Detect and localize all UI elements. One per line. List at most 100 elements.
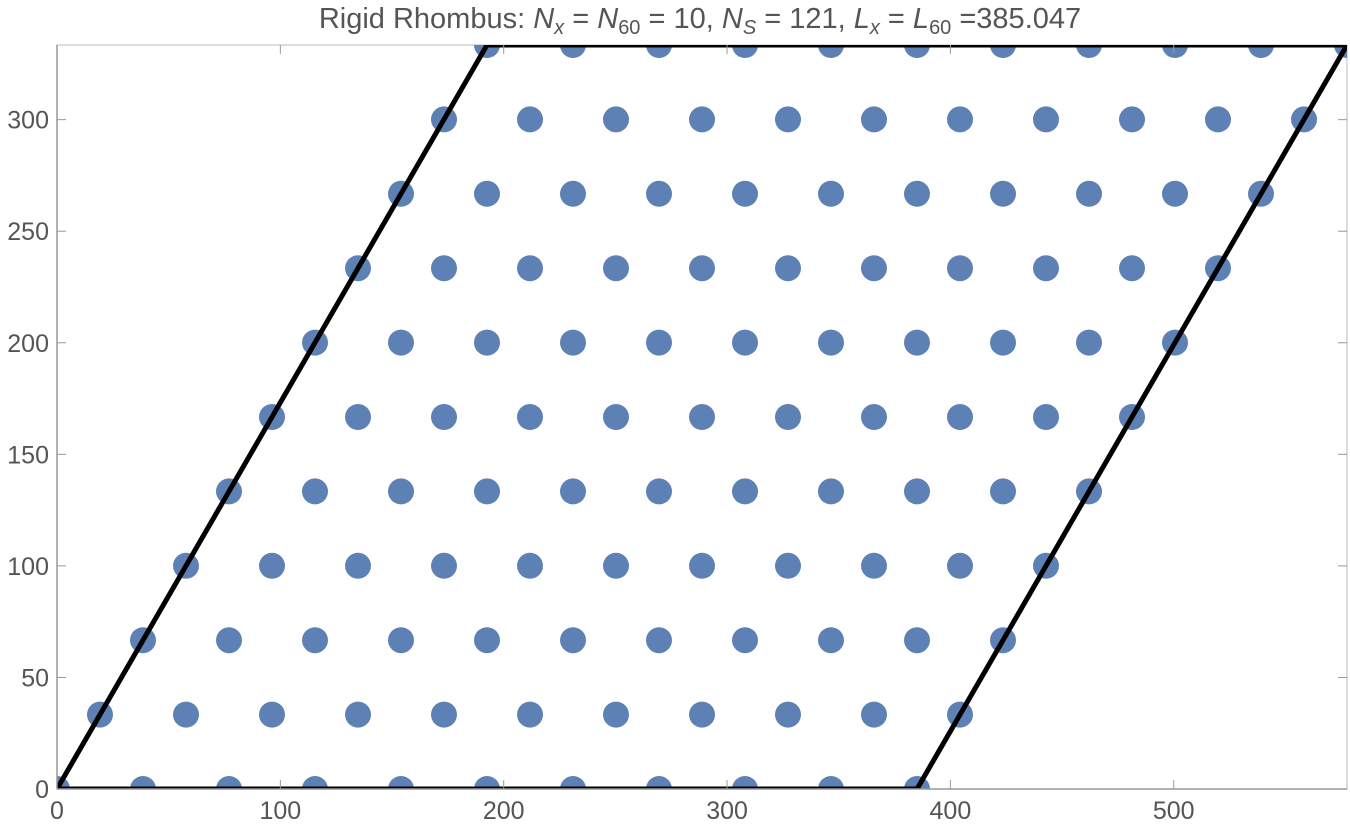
title-part: x — [869, 17, 881, 39]
point — [517, 106, 544, 133]
point — [860, 552, 887, 579]
point — [689, 255, 716, 282]
point — [775, 255, 802, 282]
point — [1076, 45, 1103, 58]
title-part: x — [553, 17, 565, 39]
chart-title: Rigid Rhombus: Nx = N60 = 10, NS = 121, … — [319, 3, 1081, 39]
point — [517, 552, 544, 579]
point — [173, 701, 200, 728]
point — [473, 180, 500, 207]
point — [645, 478, 672, 505]
point — [602, 404, 629, 430]
point — [860, 106, 887, 133]
point — [817, 45, 844, 58]
point — [430, 552, 457, 579]
point — [775, 552, 802, 579]
y-tick-label: 200 — [7, 330, 49, 358]
point — [388, 627, 415, 654]
point — [817, 180, 844, 207]
y-tick-label: 50 — [21, 664, 49, 692]
point — [1248, 45, 1275, 58]
point — [645, 776, 672, 789]
title-part: 60 — [929, 17, 951, 39]
point — [947, 552, 974, 579]
point — [560, 329, 587, 356]
point — [904, 478, 931, 505]
point — [1162, 45, 1188, 58]
point — [430, 701, 457, 728]
point — [560, 478, 587, 505]
title-part: S — [743, 17, 757, 39]
title-part: N — [597, 3, 618, 35]
x-tick-label: 100 — [259, 797, 301, 825]
title-part: = — [564, 3, 597, 35]
point — [560, 627, 587, 654]
point — [904, 627, 931, 654]
point — [301, 627, 328, 654]
point — [689, 404, 716, 430]
point — [860, 404, 887, 430]
title-part: N — [722, 3, 743, 35]
point — [430, 404, 457, 430]
point — [602, 106, 629, 133]
point — [860, 255, 887, 282]
x-tick-label: 200 — [483, 797, 525, 825]
point — [989, 180, 1016, 207]
point — [645, 180, 672, 207]
plot-area — [57, 45, 1347, 789]
point — [732, 45, 759, 58]
point — [388, 478, 415, 505]
point — [1032, 404, 1059, 430]
point — [301, 776, 328, 789]
point — [947, 255, 974, 282]
point — [473, 329, 500, 356]
point — [775, 106, 802, 133]
point — [775, 701, 802, 728]
rhombus-outline — [57, 45, 1347, 789]
x-tick-label: 400 — [930, 797, 972, 825]
point — [560, 45, 587, 58]
point — [645, 627, 672, 654]
point — [689, 552, 716, 579]
point — [904, 45, 931, 58]
y-tick-label: 300 — [7, 107, 49, 135]
point — [216, 776, 242, 789]
point — [560, 776, 587, 789]
x-tick-label: 0 — [50, 797, 64, 825]
point — [345, 404, 372, 430]
point — [258, 552, 285, 579]
y-tick-label: 100 — [7, 553, 49, 581]
point — [1204, 106, 1231, 133]
point — [947, 404, 974, 430]
point — [904, 180, 931, 207]
point — [732, 776, 759, 789]
point — [301, 478, 328, 505]
point — [1119, 255, 1146, 282]
point — [860, 701, 887, 728]
title-part: N — [533, 3, 554, 35]
x-tick-label: 300 — [706, 797, 748, 825]
point — [689, 701, 716, 728]
point — [645, 45, 672, 58]
point — [216, 627, 243, 654]
title-part: = 121, — [756, 3, 854, 35]
point — [732, 478, 759, 505]
point — [517, 701, 544, 728]
point — [1119, 106, 1146, 133]
point — [1032, 255, 1059, 282]
point — [989, 329, 1016, 356]
title-part: L — [913, 3, 929, 35]
point — [473, 776, 500, 789]
point — [388, 776, 414, 789]
point — [689, 106, 716, 133]
title-part: Rigid Rhombus: — [319, 3, 533, 35]
point — [129, 776, 156, 789]
point — [817, 329, 844, 356]
point — [732, 627, 759, 654]
point — [732, 180, 759, 207]
point — [258, 701, 285, 728]
point — [732, 329, 759, 356]
point — [388, 329, 415, 356]
title-part: 60 — [618, 17, 640, 39]
